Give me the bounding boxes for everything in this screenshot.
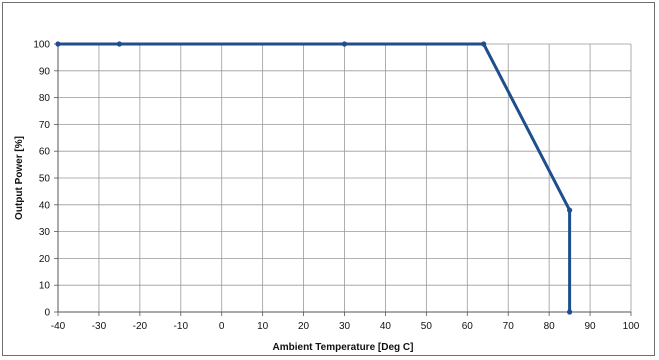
x-axis-label: Ambient Temperature [Deg C] [273,342,414,353]
x-tick-label: 20 [298,321,310,332]
y-tick-label: 80 [39,93,51,104]
x-tick-label: 80 [544,321,556,332]
x-tick-labels: -40 -30 -20 -10 0 10 20 30 40 50 60 70 80 90 100 [51,321,640,332]
x-tick-label: 40 [380,321,392,332]
y-tick-label: 70 [39,120,51,131]
data-point [567,309,573,315]
data-point [567,207,573,213]
data-point [55,41,61,47]
x-tick-label: 50 [421,321,433,332]
data-point [341,41,348,47]
chart-frame [2,2,655,356]
y-tick-label: 50 [39,174,51,185]
data-point [481,41,487,47]
x-tick-label: 100 [623,321,640,332]
x-tick-label: 90 [585,321,597,332]
y-tick-label: 30 [39,227,51,238]
y-tick-label: 60 [39,147,51,158]
x-tick-label: 60 [462,321,474,332]
y-axis-label: Output Power [%] [14,136,25,220]
y-tick-label: 100 [33,40,50,51]
y-tick-label: 0 [44,308,50,319]
x-tick-label: -20 [133,321,148,332]
x-tick-label: -30 [92,321,107,332]
data-point [116,41,122,47]
x-tick-label: -10 [174,321,189,332]
x-tick-label: 30 [339,321,351,332]
y-tick-label: 40 [39,200,51,211]
y-tick-labels: 0 10 20 30 40 50 60 70 80 90 100 [33,40,50,319]
x-tick-label: 70 [503,321,515,332]
x-tick-label: -40 [51,321,66,332]
y-tick-label: 10 [39,281,51,292]
y-tick-label: 90 [39,66,51,77]
grid-lines [54,43,632,316]
x-tick-label: 10 [257,321,269,332]
series-group [55,41,573,315]
x-tick-label: 0 [219,321,225,332]
series-line [56,42,572,314]
y-tick-label: 20 [39,254,51,265]
